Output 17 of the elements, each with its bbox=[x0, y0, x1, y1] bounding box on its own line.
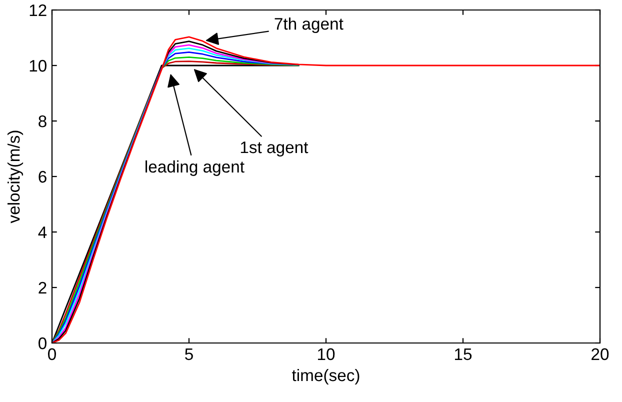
y-tick-label: 0 bbox=[38, 337, 46, 350]
x-tick-label: 5 bbox=[185, 348, 193, 360]
x-tick-label: 15 bbox=[455, 348, 472, 360]
y-tick-label: 12 bbox=[30, 4, 46, 16]
y-tick-label: 10 bbox=[30, 60, 46, 72]
x-axis-title: time(sec) bbox=[292, 368, 360, 384]
x-tick-label: 20 bbox=[592, 348, 609, 360]
y-axis-title: velocity(m/s) bbox=[8, 130, 24, 224]
y-tick-label: 2 bbox=[38, 282, 46, 294]
x-tick-label: 0 bbox=[48, 348, 56, 360]
x-tick-label: 10 bbox=[318, 348, 335, 360]
annotation: 7th agent bbox=[274, 17, 344, 34]
y-tick-label: 8 bbox=[38, 115, 46, 128]
annotation: leading agent bbox=[146, 160, 244, 176]
annotation: 1st agent bbox=[240, 142, 308, 157]
y-tick-label: 4 bbox=[38, 226, 47, 238]
y-tick-label: 6 bbox=[38, 170, 46, 183]
